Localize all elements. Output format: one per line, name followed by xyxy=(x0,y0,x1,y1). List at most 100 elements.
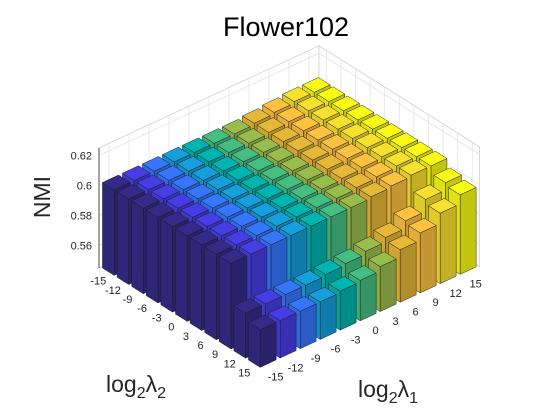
bar-top-face xyxy=(175,220,204,237)
y-tick-label: -9 xyxy=(123,294,133,306)
bar-top-face xyxy=(308,286,337,303)
bar-top-face xyxy=(264,211,293,227)
bar-top-face xyxy=(355,132,384,148)
bar-top-face xyxy=(269,192,298,209)
x-tick-label: -12 xyxy=(288,362,304,374)
bar-top-face xyxy=(220,183,249,199)
bar-top-face xyxy=(171,174,200,190)
bar-top-face xyxy=(326,114,355,130)
bar-top-face xyxy=(393,205,422,221)
bar-top-face xyxy=(309,174,338,190)
bar-top-face xyxy=(433,167,462,183)
bar-top-face xyxy=(224,229,253,246)
y-axis-label: log2λ2 xyxy=(106,371,166,402)
bar-top-face xyxy=(222,119,251,135)
bar-top-face xyxy=(348,265,377,281)
bar-top-face xyxy=(186,183,215,200)
bar-top-face xyxy=(368,251,397,267)
bar-front-face xyxy=(379,258,397,312)
bar-top-face xyxy=(419,150,448,167)
bar-top-face xyxy=(242,108,271,124)
bar-top-face xyxy=(295,165,324,181)
bar-top-face xyxy=(344,172,373,188)
bar-side-face xyxy=(204,246,217,340)
bar-top-face xyxy=(156,165,185,181)
x-tick-label: -6 xyxy=(331,344,341,356)
bar-front-face xyxy=(419,225,437,294)
bar-top-face xyxy=(384,151,413,167)
x-tick-label: -15 xyxy=(268,372,284,384)
bar-top-face xyxy=(273,279,302,295)
bar-top-face xyxy=(211,156,240,172)
bar-top-face xyxy=(235,192,264,209)
bar-top-face xyxy=(360,114,389,130)
bar-top-face xyxy=(209,220,238,236)
z-tick-label: 0.58 xyxy=(71,211,92,223)
bar-side-face xyxy=(219,255,232,350)
bar-top-face xyxy=(369,141,398,158)
bar-top-face xyxy=(260,165,289,181)
bar-top-face xyxy=(299,211,328,227)
bar-top-face xyxy=(236,128,265,144)
bar-top-face xyxy=(244,220,273,236)
bar-top-face xyxy=(282,86,311,102)
bar-front-face xyxy=(359,272,377,322)
z-tick-label: 0.56 xyxy=(71,241,92,253)
bar-top-face xyxy=(276,106,305,122)
y-tick-label: 9 xyxy=(212,349,218,361)
bar-top-face xyxy=(180,202,209,218)
bar-top-face xyxy=(102,174,131,191)
bar-top-face xyxy=(340,123,369,139)
bar-top-face xyxy=(116,184,145,200)
bar-top-face xyxy=(339,192,368,208)
bar-front-face xyxy=(399,242,417,303)
bar-top-face xyxy=(328,276,357,292)
bar-top-face xyxy=(151,183,180,200)
bar-top-face xyxy=(202,128,231,144)
bar-top-face xyxy=(399,160,428,176)
bar-top-face xyxy=(293,270,322,286)
bar-top-face xyxy=(284,202,313,218)
bar-side-face xyxy=(131,200,144,294)
bar-top-face xyxy=(216,137,245,153)
bar-top-face xyxy=(335,143,364,159)
bar-front-face xyxy=(299,303,317,349)
bar-top-face xyxy=(404,141,433,157)
bar-side-face xyxy=(146,209,159,304)
bar-top-face xyxy=(226,165,255,181)
bar-top-face xyxy=(375,123,404,139)
bar-top-face xyxy=(206,174,235,190)
y-tick-label: -3 xyxy=(152,312,162,324)
bar-top-face xyxy=(191,165,220,181)
bar-top-face xyxy=(262,97,291,113)
bar-top-face xyxy=(319,201,348,218)
bar-top-face xyxy=(231,146,260,162)
bar-top-face xyxy=(320,134,349,150)
x-axis-label: log2λ1 xyxy=(358,376,418,407)
bar-top-face xyxy=(189,230,218,246)
bar-top-face xyxy=(279,220,308,236)
bar-top-face xyxy=(291,115,320,132)
bar-top-face xyxy=(388,234,417,250)
bar-top-face xyxy=(304,192,333,208)
bar-top-face xyxy=(246,155,275,172)
chart-title: Flower102 xyxy=(223,12,349,42)
bar-top-face xyxy=(259,229,288,246)
bar-side-face xyxy=(160,219,173,313)
y-tick-label: 6 xyxy=(197,340,203,352)
bar-top-face xyxy=(428,198,457,214)
bar xyxy=(248,314,277,368)
x-tick-label: 3 xyxy=(393,316,399,328)
bar-top-face xyxy=(122,165,151,181)
bar-top-face xyxy=(364,161,393,178)
bar-top-face xyxy=(280,155,309,172)
x-tick-label: 6 xyxy=(413,306,419,318)
y-tick-label: -12 xyxy=(105,285,121,297)
bar-top-face xyxy=(275,174,304,190)
y-tick-label: -15 xyxy=(90,276,106,288)
bar-top-face xyxy=(333,248,362,264)
x-tick-label: -9 xyxy=(311,353,321,365)
bar-top-face xyxy=(249,202,278,218)
